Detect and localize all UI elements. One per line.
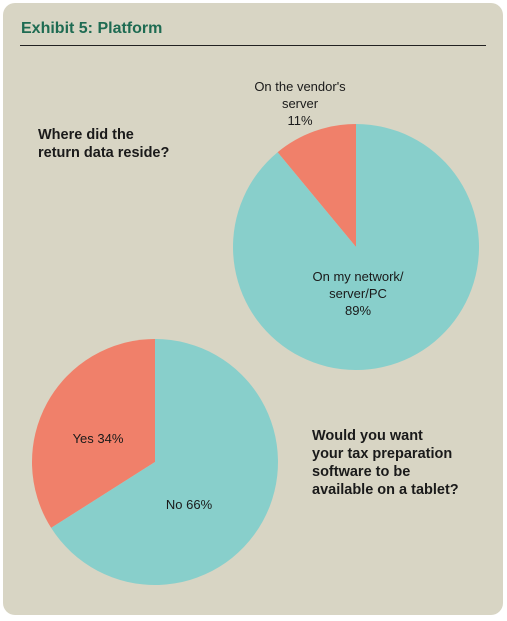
pie2-slice-no [51, 338, 279, 585]
pie2-no-label: No 66% [166, 497, 213, 512]
title-rule [20, 45, 486, 46]
exhibit-title: Exhibit 5: Platform [21, 20, 163, 37]
pie2-question-line1: Would you want [312, 428, 423, 444]
pie1-network-label-line2: server/PC [329, 286, 387, 301]
pie1-question-line2: return data reside? [38, 145, 170, 161]
pie1 [233, 124, 480, 370]
pie1-network-label-line1: On my network/ [312, 269, 403, 284]
pie2-question-line4: available on a tablet? [312, 482, 459, 498]
pie2-question: Would you want your tax preparation soft… [312, 427, 502, 499]
pie1-vendor-pct: 11% [287, 113, 312, 128]
pie2-question-line2: your tax preparation [312, 446, 453, 462]
pie2-slice-yes [32, 339, 156, 528]
pie1-slice-network [233, 124, 480, 370]
pie2 [32, 338, 279, 585]
pie2-question-line3: software to be [312, 464, 411, 480]
pie2-yes-label: Yes 34% [73, 431, 124, 446]
pie1-vendor-label-line1: On the vendor's [254, 79, 346, 94]
pie1-question-line1: Where did the [38, 127, 134, 143]
pie1-vendor-label-line2: server [282, 96, 319, 111]
pie1-slice-vendor [277, 124, 356, 247]
pie1-question: Where did the return data reside? [38, 126, 238, 162]
pie1-network-pct: 89% [345, 303, 371, 318]
